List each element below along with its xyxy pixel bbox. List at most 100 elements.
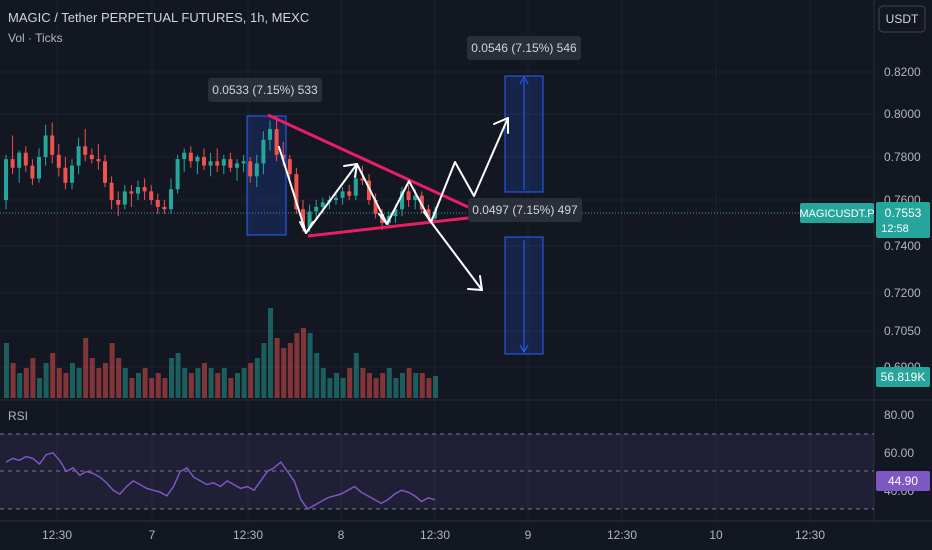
candle [10,135,15,175]
rsi-level-60: 60.00 [884,446,914,460]
volume-bar [142,368,148,398]
candle [103,154,107,188]
volume-bar [50,353,56,398]
volume-bar [307,333,313,398]
annotation-left-text: 0.0533 (7.15%) 533 [212,83,318,97]
volume-bar [406,368,412,398]
volume-bar [208,368,214,398]
triangle-pattern[interactable] [267,113,469,238]
candle [215,148,220,173]
volume-tag: 56.819K [876,367,930,387]
time-tick-label: 7 [149,528,156,542]
rsi-levels [0,433,874,510]
annotation-left: 0.0533 (7.15%) 533 [208,78,322,102]
bullish-arrow [430,117,509,223]
candle [287,154,292,179]
volume-bar [241,368,247,398]
candle [274,116,279,162]
rsi-label[interactable]: RSI [8,409,28,423]
time-axis[interactable]: 12:30 7 12:30 8 12:30 9 12:30 10 12:30 [42,528,825,542]
zigzag-path [278,146,432,234]
candle [50,122,55,164]
candle [248,157,253,183]
volume-bar [261,343,267,398]
candle [221,154,226,175]
time-tick-label: 12:30 [42,528,72,542]
time-tick-label: 12:30 [795,528,825,542]
volume-bar [327,378,333,398]
volume-bar [353,353,359,398]
candle [353,174,358,200]
volume-bar [195,368,201,398]
price-axis[interactable]: 0.82000.80000.78000.76000.74000.72000.70… [884,65,921,374]
candle [208,152,213,177]
price-tick-label: 0.8000 [884,107,921,121]
symbol-tag: MAGICUSDT.P [799,203,875,223]
volume-bar [162,378,168,398]
volume-bar [30,358,36,398]
measure-box-lower[interactable] [504,236,544,355]
candle [294,167,299,214]
volume-bar [37,378,42,398]
volume-bar [340,378,346,398]
last-price-text: 0.7553 [885,206,922,220]
bearish-arrow [430,221,483,291]
measure-box-left[interactable] [246,115,287,236]
rsi-level-80: 80.00 [884,408,914,422]
time-tick-label: 8 [338,528,345,542]
price-tick-label: 0.7050 [884,324,921,338]
volume-bar [419,373,425,398]
volume-bar [274,338,280,398]
volume-bar [202,363,207,398]
countdown-text: 12:58 [881,223,909,235]
time-tick-label: 10 [709,528,723,542]
volume-bar [169,358,174,398]
candle [142,178,147,200]
candle [202,148,206,170]
candle [129,184,134,207]
candle [195,154,200,175]
volume-bar [43,363,49,398]
volume-bar [287,343,293,398]
candle [37,148,41,183]
time-tick-label: 12:30 [233,528,263,542]
measure-box-upper[interactable] [504,75,544,193]
volume-bar [109,343,115,398]
candle [155,193,160,214]
volume-bar [70,363,75,398]
volume-bar [433,376,438,398]
currency-button[interactable]: USDT [878,5,926,33]
candle [241,154,246,173]
volume-bar [103,363,108,398]
volume-bar [400,373,405,398]
volume-bar [228,378,234,398]
volume-bar [182,368,188,398]
volume-bar [155,373,161,398]
volume-bar [175,353,181,398]
candle [188,146,193,168]
volume-bar [23,368,29,398]
candle [400,187,404,217]
candle [268,120,272,151]
volume-bar [56,368,62,398]
volume-bar [136,373,141,398]
volume-indicator-label[interactable]: Vol · Ticks [8,31,63,45]
volume-bar [367,373,372,398]
annotation-upper: 0.0546 (7.15%) 546 [467,36,581,60]
candle [89,148,94,164]
candle [340,187,345,205]
candle [334,193,338,205]
price-tick-label: 0.7200 [884,286,921,300]
candle [70,159,74,190]
candle [162,200,167,214]
volume-bar [314,353,320,398]
candle [235,159,239,181]
rsi-line [5,451,436,510]
volume-bars [4,308,438,398]
time-tick-label: 12:30 [607,528,637,542]
volume-bar [63,373,69,398]
last-price-tag: 0.7553 12:58 [876,202,930,238]
volume-bar [426,378,432,398]
